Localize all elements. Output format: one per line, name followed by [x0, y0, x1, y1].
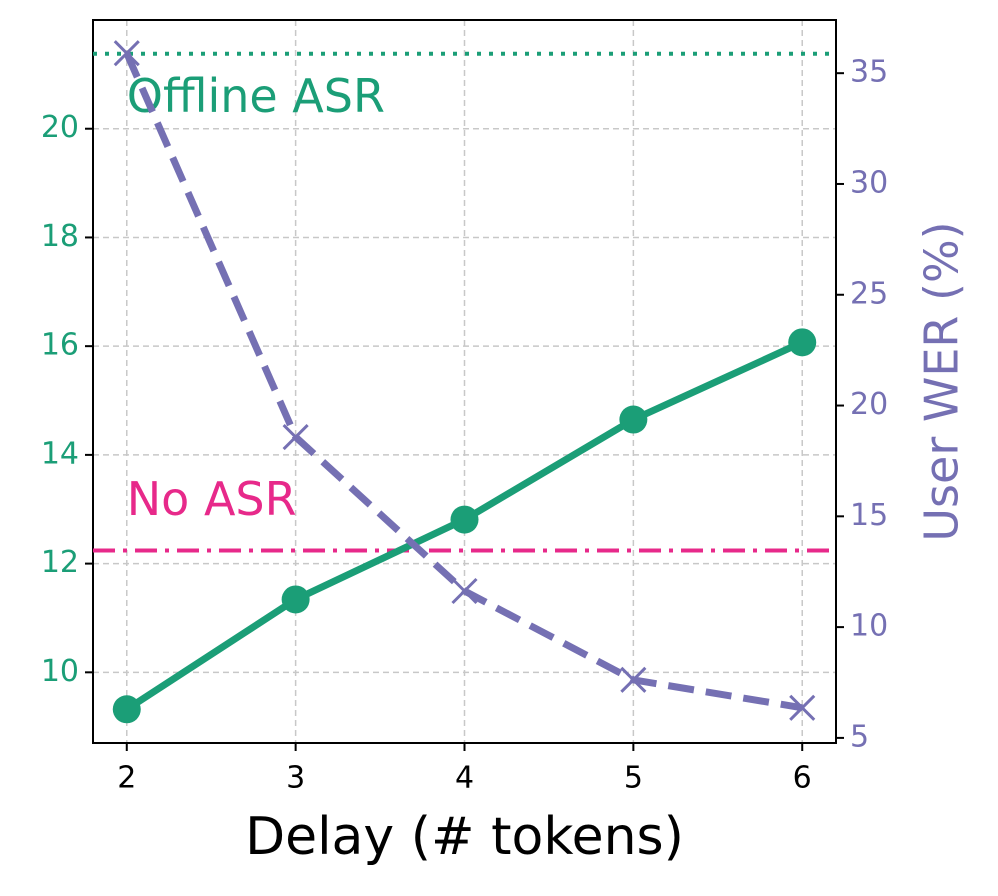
x-axis-label: Delay (# tokens) [245, 807, 684, 867]
y2-tick-label: 20 [850, 387, 888, 422]
x-tick-label: 5 [624, 761, 643, 796]
y-tick-label: 14 [41, 436, 79, 471]
y2-tick-label: 10 [850, 609, 888, 644]
y-tick-label: 10 [41, 654, 79, 689]
point [113, 40, 140, 67]
point [788, 328, 817, 357]
x-tick-label: 4 [455, 761, 474, 796]
annotation: Offline ASR [127, 69, 385, 123]
y-tick-label: 12 [41, 545, 79, 580]
y2-tick-label: 25 [850, 276, 888, 311]
plot-frame [92, 19, 837, 744]
x-tick-label: 6 [793, 761, 812, 796]
x-tick-label: 2 [117, 761, 136, 796]
point [620, 666, 647, 693]
y-tick-label: 20 [41, 110, 79, 145]
point [450, 505, 479, 534]
y2-tick-label: 5 [850, 719, 869, 754]
y2-tick-label: 35 [850, 55, 888, 90]
annotation: No ASR [127, 472, 297, 526]
point [789, 694, 816, 721]
y-tick-label: 16 [41, 328, 79, 363]
y-tick-label: 18 [41, 219, 79, 254]
point [451, 577, 478, 605]
x-tick-label: 3 [286, 761, 305, 796]
y2-tick-label: 15 [850, 498, 888, 533]
y2-axis-label: User WER (%) [915, 221, 969, 541]
point [281, 585, 310, 614]
point [619, 405, 648, 434]
y2-tick-label: 30 [850, 165, 888, 200]
point [112, 695, 141, 724]
point [282, 423, 309, 451]
